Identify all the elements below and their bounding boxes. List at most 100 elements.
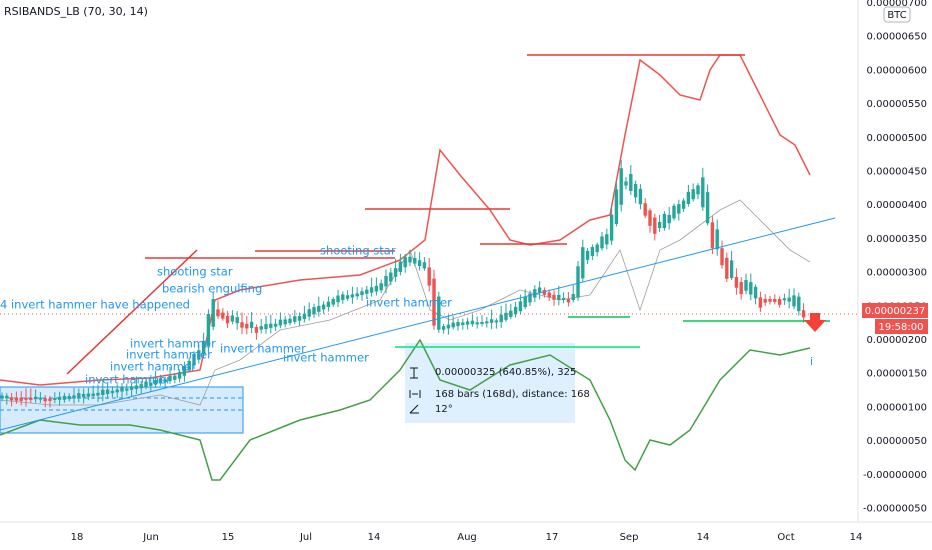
candle-body	[456, 322, 460, 327]
candle-body	[595, 244, 599, 253]
candle-body	[451, 322, 455, 328]
candle-body	[9, 397, 14, 401]
candle-body	[787, 297, 791, 302]
annotation: invert hammer	[126, 348, 212, 362]
candle-body	[590, 246, 595, 256]
candle-body	[557, 294, 561, 300]
candle-body	[797, 296, 801, 312]
candle-body	[307, 309, 311, 317]
annotation: shooting star	[320, 244, 396, 258]
price-label: 0.00000700	[867, 0, 927, 9]
chart-layers	[0, 54, 811, 481]
candle-body	[19, 397, 23, 401]
candle-body	[720, 248, 724, 266]
candle-body	[312, 307, 316, 315]
candle-body	[753, 286, 758, 299]
candle-body	[317, 305, 321, 312]
candle-body	[331, 299, 335, 305]
candle-body	[432, 278, 436, 326]
candle-body	[609, 214, 614, 241]
currency[interactable]: BTC	[887, 10, 906, 21]
time-label: Sep	[620, 532, 639, 543]
candle-body	[254, 327, 259, 333]
candle-body	[211, 299, 215, 327]
candle-body	[384, 276, 388, 287]
indicator-title: RSIBANDS_LB (70, 30, 14)	[4, 5, 148, 18]
candle-body	[81, 393, 86, 398]
candle-body	[739, 282, 743, 295]
candle-body	[633, 184, 638, 198]
annotation: 4 invert hammer have happened	[0, 298, 190, 312]
candle-body	[624, 181, 628, 186]
candle-body	[773, 299, 777, 302]
currency-badge[interactable]	[883, 6, 911, 23]
candle-body	[465, 321, 470, 325]
candle-body	[345, 295, 350, 299]
trend-line	[0, 217, 836, 431]
candle-body	[619, 168, 623, 205]
icon	[409, 390, 421, 398]
candle-body	[672, 205, 676, 219]
candle-body	[768, 299, 772, 302]
candle-body	[629, 173, 633, 191]
price-label: 0.00000400	[867, 200, 927, 211]
candle-body	[734, 277, 739, 288]
annotation: shooting star	[157, 265, 233, 279]
price-label: 0.00000650	[867, 32, 927, 43]
candle-body	[62, 395, 67, 400]
candle-body	[566, 299, 571, 303]
candle-body	[86, 393, 91, 397]
candle-body	[77, 393, 81, 398]
candle-body	[528, 293, 532, 303]
candle-body	[283, 319, 287, 325]
candle-body	[38, 397, 43, 400]
candle-body	[792, 295, 796, 307]
candle-body	[321, 304, 326, 310]
candle-body	[576, 266, 580, 298]
candle-body	[379, 283, 383, 291]
price-label: 0.00000350	[867, 234, 927, 245]
candle-body	[499, 314, 503, 323]
candle-body	[441, 326, 446, 330]
candle-body	[249, 321, 254, 328]
candle-body	[259, 326, 263, 330]
time-label: 14	[697, 532, 710, 543]
candle-body	[561, 297, 566, 300]
icon	[410, 367, 418, 379]
candle-body	[115, 389, 119, 393]
candle-body	[129, 386, 134, 390]
candle-body	[374, 285, 379, 292]
annotation: bearish engulfing	[162, 282, 262, 296]
candle-body	[302, 313, 307, 319]
candle-body	[605, 234, 609, 245]
candle-body	[518, 301, 523, 312]
candle-body	[187, 360, 191, 371]
candle-body	[801, 310, 806, 318]
candle-body	[269, 323, 273, 328]
candle-body	[168, 375, 172, 382]
candle-body	[393, 268, 398, 277]
icon	[409, 404, 419, 414]
price-label: -0.00000000	[863, 470, 927, 481]
candle-body	[509, 310, 513, 317]
candle-body	[691, 189, 695, 200]
candle-body	[48, 398, 52, 401]
candle-body	[537, 287, 542, 293]
candle-body	[413, 257, 417, 264]
candle-body	[408, 256, 412, 263]
candle-body	[14, 397, 19, 401]
candle-body	[533, 289, 537, 298]
candle-body	[245, 323, 249, 329]
time-label: Jul	[299, 532, 312, 543]
candle-body	[504, 312, 508, 320]
candle-body	[264, 324, 268, 330]
price-label: 0.00000500	[867, 133, 927, 144]
candle-body	[710, 222, 715, 249]
candle-body	[643, 203, 647, 216]
measure-angle: 12°	[435, 404, 453, 415]
candle-body	[653, 217, 657, 234]
annotation: invert hammer	[220, 342, 306, 356]
price-label: 0.00000550	[867, 99, 927, 110]
candle-body	[0, 395, 4, 399]
